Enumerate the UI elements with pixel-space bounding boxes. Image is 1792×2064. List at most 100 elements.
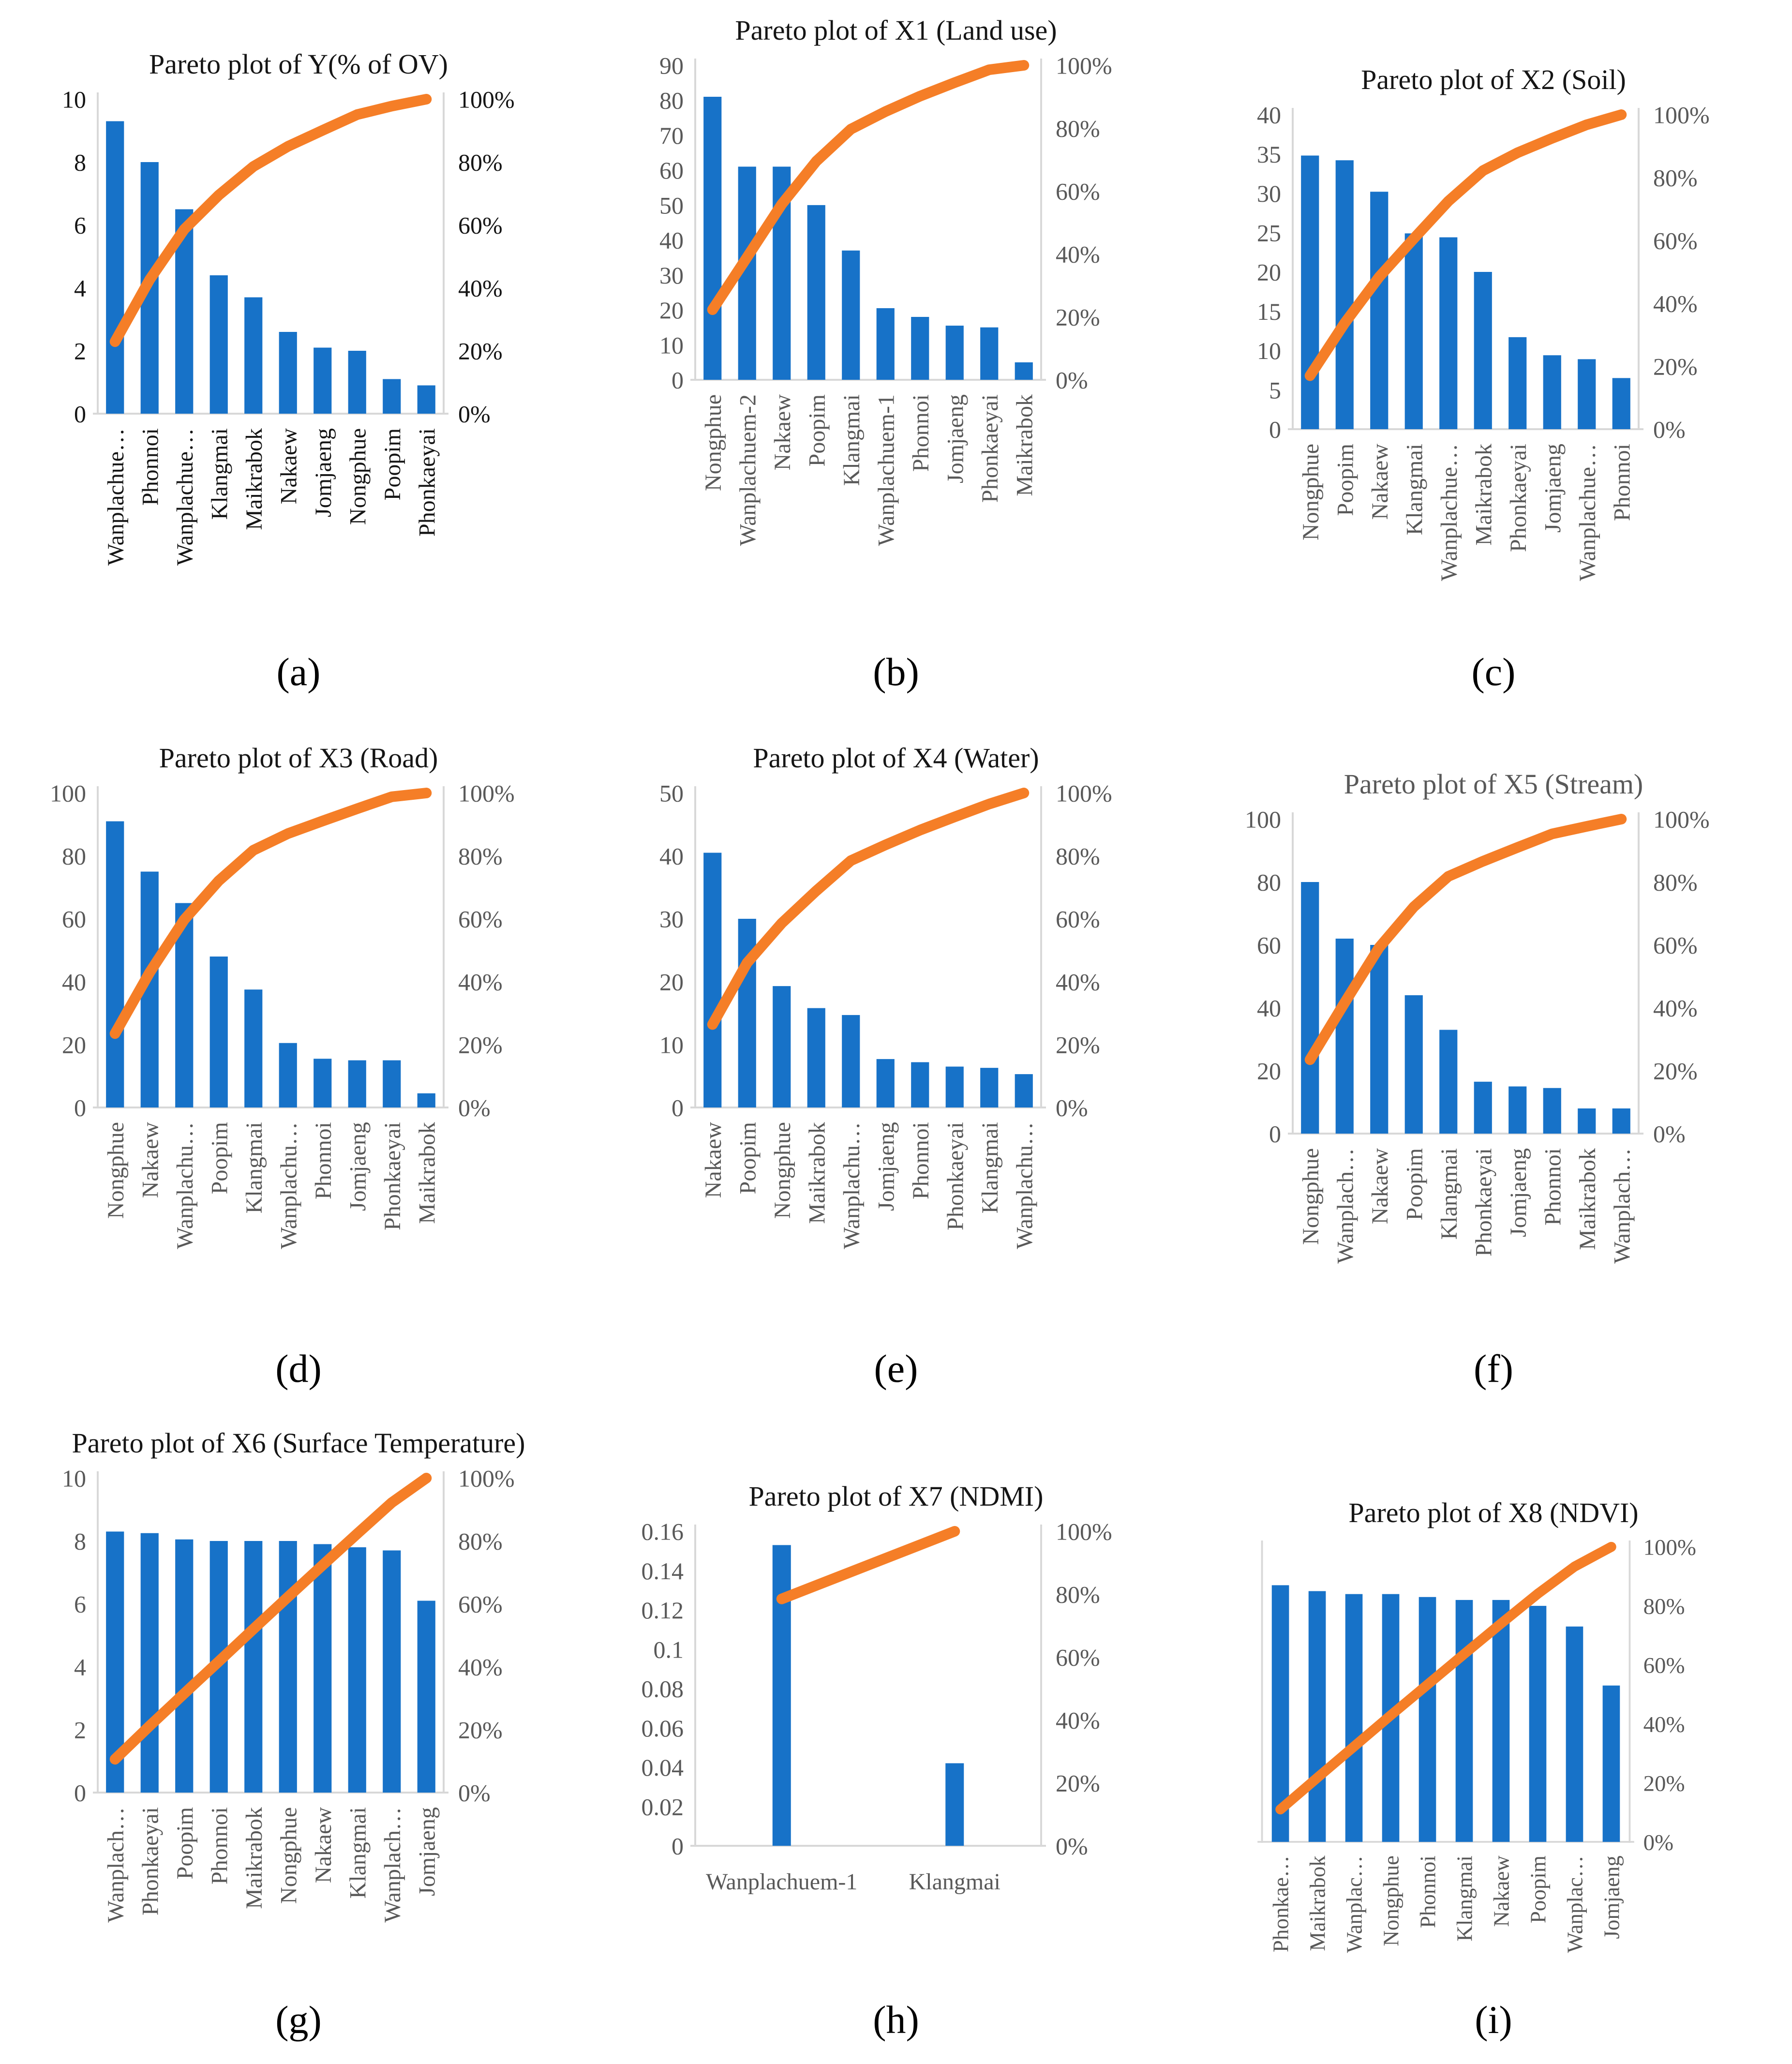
category-label: Nongphue <box>1379 1855 1403 1946</box>
category-label: Wanplachuem-1 <box>706 1869 857 1895</box>
bar <box>738 918 756 1107</box>
category-label: Phonnoi <box>908 1122 934 1199</box>
category-label: Jomjaeng <box>1506 1148 1531 1237</box>
chart-letter: (d) <box>275 1346 322 1391</box>
right-axis-label: 100% <box>458 86 515 113</box>
left-axis-label: 50 <box>659 779 684 807</box>
left-axis-label: 60 <box>659 157 684 184</box>
cumulative-line <box>1304 109 1627 381</box>
right-axis-label: 100% <box>458 779 515 807</box>
bar <box>279 1043 297 1107</box>
category-label: Nakaew <box>770 394 795 470</box>
cumulative-line <box>1275 1541 1616 1814</box>
right-axis-label: 80% <box>1653 868 1698 896</box>
right-axis-label: 40% <box>1643 1712 1685 1737</box>
bar <box>945 1763 964 1846</box>
right-axis-label: 40% <box>1653 290 1698 317</box>
pareto-chart-c: Pareto plot of X2 (Soil) 40 35 30 25 20 15 10 5… <box>1214 8 1773 708</box>
category-label: Poopim <box>207 1122 232 1194</box>
right-axis-label: 0% <box>458 1779 491 1806</box>
category-label: Phonnoi <box>1609 444 1635 521</box>
left-axis-label: 20 <box>1257 1057 1281 1084</box>
chart-letter: (e) <box>874 1346 918 1391</box>
category-label: Klangmai <box>1402 444 1427 535</box>
pareto-chart-g: Pareto plot of X6 (Surface Temperature) … <box>19 1421 578 2056</box>
pareto-chart-d: Pareto plot of X3 (Road) 100 80 60 40 20 0 100… <box>19 724 578 1405</box>
left-axis-label: 0 <box>74 1094 86 1121</box>
bar <box>1301 155 1319 429</box>
category-label: Wanplach… <box>1609 1148 1635 1264</box>
right-axis-label: 60% <box>1653 931 1698 958</box>
right-axis-label: 80% <box>1056 1581 1100 1608</box>
left-axis-label: 15 <box>1257 298 1281 325</box>
bar <box>1404 995 1423 1134</box>
chart-letter: (g) <box>275 1998 322 2042</box>
right-axis-label: 80% <box>458 1527 503 1555</box>
right-axis-label: 40% <box>458 274 503 301</box>
right-axis-label: 60% <box>1056 1644 1100 1671</box>
left-axis-label: 20 <box>659 297 684 324</box>
category-label: Phonkaeyai <box>977 394 1003 503</box>
bar <box>1335 160 1354 429</box>
category-label: Nongphue <box>103 1122 129 1219</box>
bar <box>980 327 999 380</box>
right-axis-label: 60% <box>458 1590 503 1617</box>
left-axis-label: 20 <box>659 968 684 995</box>
chart-letter: (i) <box>1475 1998 1512 2042</box>
bar <box>1508 337 1527 429</box>
bar <box>703 96 722 380</box>
bar <box>1529 1605 1547 1842</box>
bar <box>1508 1086 1527 1134</box>
bar <box>876 1059 895 1107</box>
bar <box>106 821 124 1107</box>
category-label: Wanplachu… <box>276 1122 301 1249</box>
chart-letter: (f) <box>1474 1346 1513 1391</box>
right-axis-label: 100% <box>1056 779 1112 807</box>
category-label: Poopim <box>1332 444 1358 516</box>
chart-title: Pareto plot of X6 (Surface Temperature) <box>72 1427 525 1459</box>
left-axis-label: 0 <box>1269 416 1281 443</box>
bar <box>876 308 895 380</box>
bar <box>1612 1108 1630 1134</box>
pareto-chart-h: Pareto plot of X7 (NDMI) 0.16 0.14 0.12 0.1… <box>616 1421 1176 2056</box>
category-label: Phonkaeyai <box>1506 444 1531 552</box>
category-label: Klangmai <box>207 428 232 520</box>
bar <box>842 250 860 380</box>
left-axis-label: 0.14 <box>642 1557 684 1584</box>
right-axis-label: 100% <box>1056 52 1112 79</box>
left-axis-label: 20 <box>1257 258 1281 285</box>
bar <box>1474 271 1492 429</box>
bar <box>1578 1108 1596 1134</box>
category-label: Klangmai <box>241 1122 267 1213</box>
cumulative-line <box>109 1472 432 1765</box>
bar <box>1543 1088 1561 1134</box>
bar <box>945 325 964 380</box>
right-axis-label: 80% <box>1643 1594 1685 1619</box>
bar <box>1419 1597 1436 1842</box>
left-axis-label: 100 <box>50 779 86 807</box>
left-axis-label: 6 <box>74 1590 86 1617</box>
bar <box>1308 1591 1326 1842</box>
bar <box>209 956 228 1107</box>
right-axis-label: 60% <box>1643 1653 1685 1678</box>
chart-letter: (c) <box>1471 650 1516 694</box>
category-label: Wanplac… <box>1563 1855 1587 1953</box>
category-label: Jomjaeng <box>311 428 336 517</box>
pareto-chart-f: Pareto plot of X5 (Stream) 100 80 60 40 20 0 1… <box>1214 724 1773 1405</box>
left-axis-label: 100 <box>1245 806 1281 833</box>
left-axis-label: 40 <box>1257 101 1281 128</box>
right-axis-label: 20% <box>1056 1769 1100 1796</box>
category-label: Phonkaeyai <box>414 428 440 537</box>
category-label: Nongphue <box>701 394 726 491</box>
right-axis-label: 0% <box>1056 1832 1088 1859</box>
cumulative-line <box>707 787 1030 1030</box>
category-label: Phonkaeyai <box>1471 1148 1496 1256</box>
left-axis-label: 20 <box>62 1031 86 1058</box>
pareto-chart-b: Pareto plot of X1 (Land use) 90 80 70 60 50 4… <box>616 8 1176 708</box>
category-label: Poopim <box>735 1122 761 1194</box>
category-label: Wanplach… <box>380 1807 405 1923</box>
chart-letter: (h) <box>873 1998 919 2042</box>
bar <box>348 350 366 414</box>
category-label: Maikrabok <box>1471 444 1496 546</box>
left-axis-label: 0.08 <box>642 1675 684 1702</box>
